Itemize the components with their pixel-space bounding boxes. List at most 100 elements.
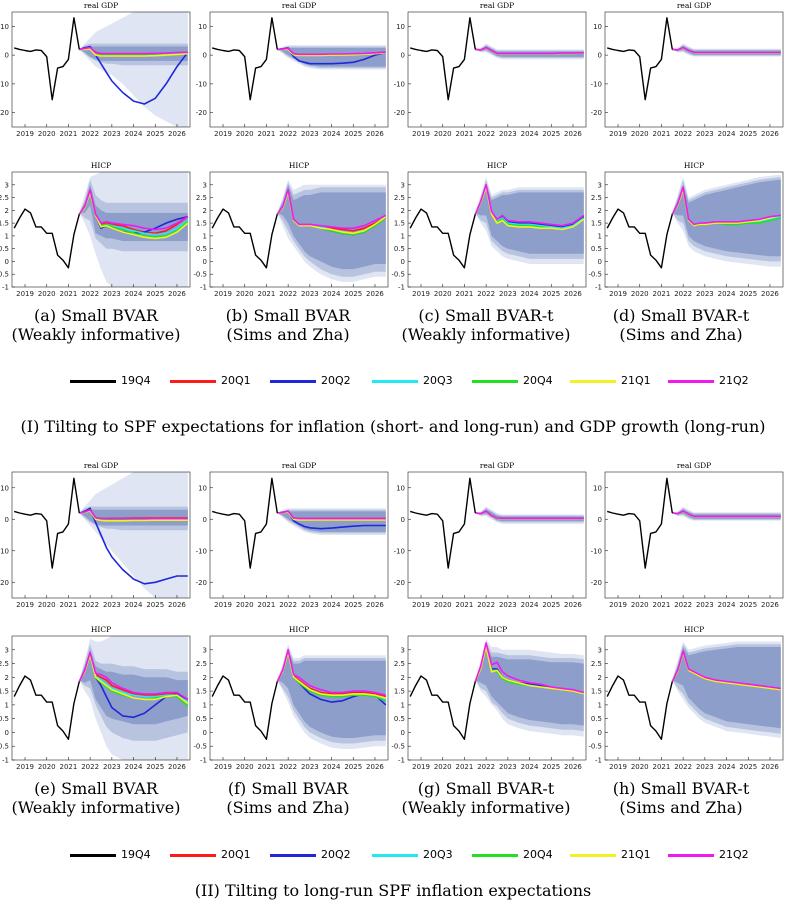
x-tick-label: 2023 xyxy=(103,763,121,771)
x-tick-label: 2019 xyxy=(214,601,232,609)
plot-area xyxy=(606,641,781,740)
x-tick-label: 2020 xyxy=(434,763,452,771)
y-tick-label: 1 xyxy=(598,701,602,709)
x-tick-label: 2026 xyxy=(564,763,582,771)
x-tick-label: 2021 xyxy=(258,601,276,609)
y-tick-label: -1 xyxy=(595,757,602,765)
x-tick-label: 2020 xyxy=(631,130,649,138)
legend-label: 21Q2 xyxy=(719,374,749,387)
y-tick-label: 0.5 xyxy=(196,715,207,723)
y-tick-label: 1.5 xyxy=(591,220,602,228)
x-tick-label: 2026 xyxy=(366,290,384,298)
x-tick-label: 2025 xyxy=(146,763,164,771)
y-tick-label: -0.5 xyxy=(391,743,405,751)
x-tick-label: 2019 xyxy=(609,601,627,609)
history-line-19Q4 xyxy=(410,477,476,569)
y-tick-label: -10 xyxy=(0,547,9,555)
series-line-21Q2 xyxy=(277,47,386,56)
panel-b-gdp: 10 0 -10 -20 2019 2020 2021 2022 2023 2024 2025 202… xyxy=(196,1,389,138)
history-line-19Q4 xyxy=(212,17,278,101)
legend-label: 20Q2 xyxy=(321,374,351,387)
legend-swatch xyxy=(472,854,518,857)
y-tick-label: -20 xyxy=(394,579,405,587)
axes-frame xyxy=(407,171,587,288)
x-tick-label: 2026 xyxy=(761,601,779,609)
x-tick-label: 2023 xyxy=(499,601,517,609)
y-tick-label: -1 xyxy=(2,757,9,765)
x-tick-label: 2020 xyxy=(236,130,254,138)
x-tick-label: 2019 xyxy=(609,763,627,771)
y-tick-label: -1 xyxy=(398,284,405,292)
caption-d-line2: (Sims and Zha) xyxy=(619,325,743,344)
legend-swatch xyxy=(70,854,116,857)
y-tick-label: 0.5 xyxy=(196,245,207,253)
caption-d-line1: (d) Small BVAR-t xyxy=(612,306,750,325)
plot-area xyxy=(409,177,585,269)
x-tick-label: 2021 xyxy=(653,130,671,138)
x-tick-label: 2023 xyxy=(499,763,517,771)
y-tick-label: -10 xyxy=(394,547,405,555)
fan-band-outer xyxy=(79,472,188,598)
y-tick-label: 1.5 xyxy=(196,220,207,228)
history-line-19Q4 xyxy=(606,208,673,269)
legend-swatch xyxy=(170,854,216,857)
x-tick-label: 2025 xyxy=(344,763,362,771)
x-tick-label: 2019 xyxy=(16,130,34,138)
y-tick-label: 1 xyxy=(5,232,9,240)
x-tick-label: 2024 xyxy=(718,290,736,298)
y-tick-label: 10 xyxy=(396,484,405,492)
history-line-19Q4 xyxy=(13,675,80,740)
caption-g: (g) Small BVAR-t (Weakly informative) xyxy=(393,779,579,817)
y-tick-label: 3 xyxy=(203,646,207,654)
plot-area xyxy=(212,477,386,569)
y-tick-label: 0 xyxy=(203,729,207,737)
x-tick-label: 2024 xyxy=(521,601,539,609)
y-tick-label: -10 xyxy=(196,80,207,88)
y-tick-label: -0.5 xyxy=(193,743,207,751)
fan-band-outer xyxy=(79,12,188,127)
x-tick-label: 2026 xyxy=(761,763,779,771)
x-tick-label: 2021 xyxy=(456,601,474,609)
plot-area xyxy=(13,636,189,760)
x-tick-label: 2020 xyxy=(434,601,452,609)
y-tick-label: 10 xyxy=(0,484,9,492)
y-tick-label: 10 xyxy=(396,23,405,31)
y-tick-label: 10 xyxy=(198,23,207,31)
x-tick-label: 2020 xyxy=(38,601,56,609)
x-tick-label: 2023 xyxy=(499,130,517,138)
series-line-21Q2 xyxy=(79,46,188,55)
history-line-19Q4 xyxy=(607,17,673,101)
panel-title: real GDP xyxy=(84,1,118,10)
y-tick-label: 2 xyxy=(598,207,602,215)
y-tick-label: 2 xyxy=(401,207,405,215)
x-tick-label: 2026 xyxy=(761,290,779,298)
y-tick-label: 1.5 xyxy=(196,688,207,696)
legend-swatch xyxy=(668,380,714,383)
y-tick-label: 2.5 xyxy=(0,194,9,202)
y-tick-label: 0 xyxy=(203,52,207,60)
series-line-21Q2 xyxy=(475,510,584,520)
x-tick-label: 2022 xyxy=(477,130,495,138)
x-tick-label: 2022 xyxy=(674,130,692,138)
y-tick-label: 0.5 xyxy=(394,715,405,723)
y-tick-label: -0.5 xyxy=(588,271,602,279)
legend-swatch xyxy=(668,854,714,857)
panel-title: real GDP xyxy=(480,461,514,470)
caption-d: (d) Small BVAR-t (Sims and Zha) xyxy=(588,306,774,344)
x-tick-label: 2023 xyxy=(103,290,121,298)
caption-h: (h) Small BVAR-t (Sims and Zha) xyxy=(588,779,774,817)
panel-title: HICP xyxy=(684,625,704,634)
x-tick-label: 2025 xyxy=(542,130,560,138)
y-tick-label: 2.5 xyxy=(196,194,207,202)
axes-frame xyxy=(209,635,389,761)
y-tick-label: 0 xyxy=(598,52,602,60)
series-line-21Q2 xyxy=(78,651,189,701)
x-tick-label: 2020 xyxy=(38,763,56,771)
legend-label: 20Q2 xyxy=(321,848,351,861)
series-line-21Q2 xyxy=(672,46,781,54)
plot-area xyxy=(607,477,781,569)
x-tick-label: 2025 xyxy=(542,290,560,298)
x-tick-label: 2022 xyxy=(279,763,297,771)
legend-swatch xyxy=(270,380,316,383)
y-tick-label: 0.5 xyxy=(0,245,9,253)
